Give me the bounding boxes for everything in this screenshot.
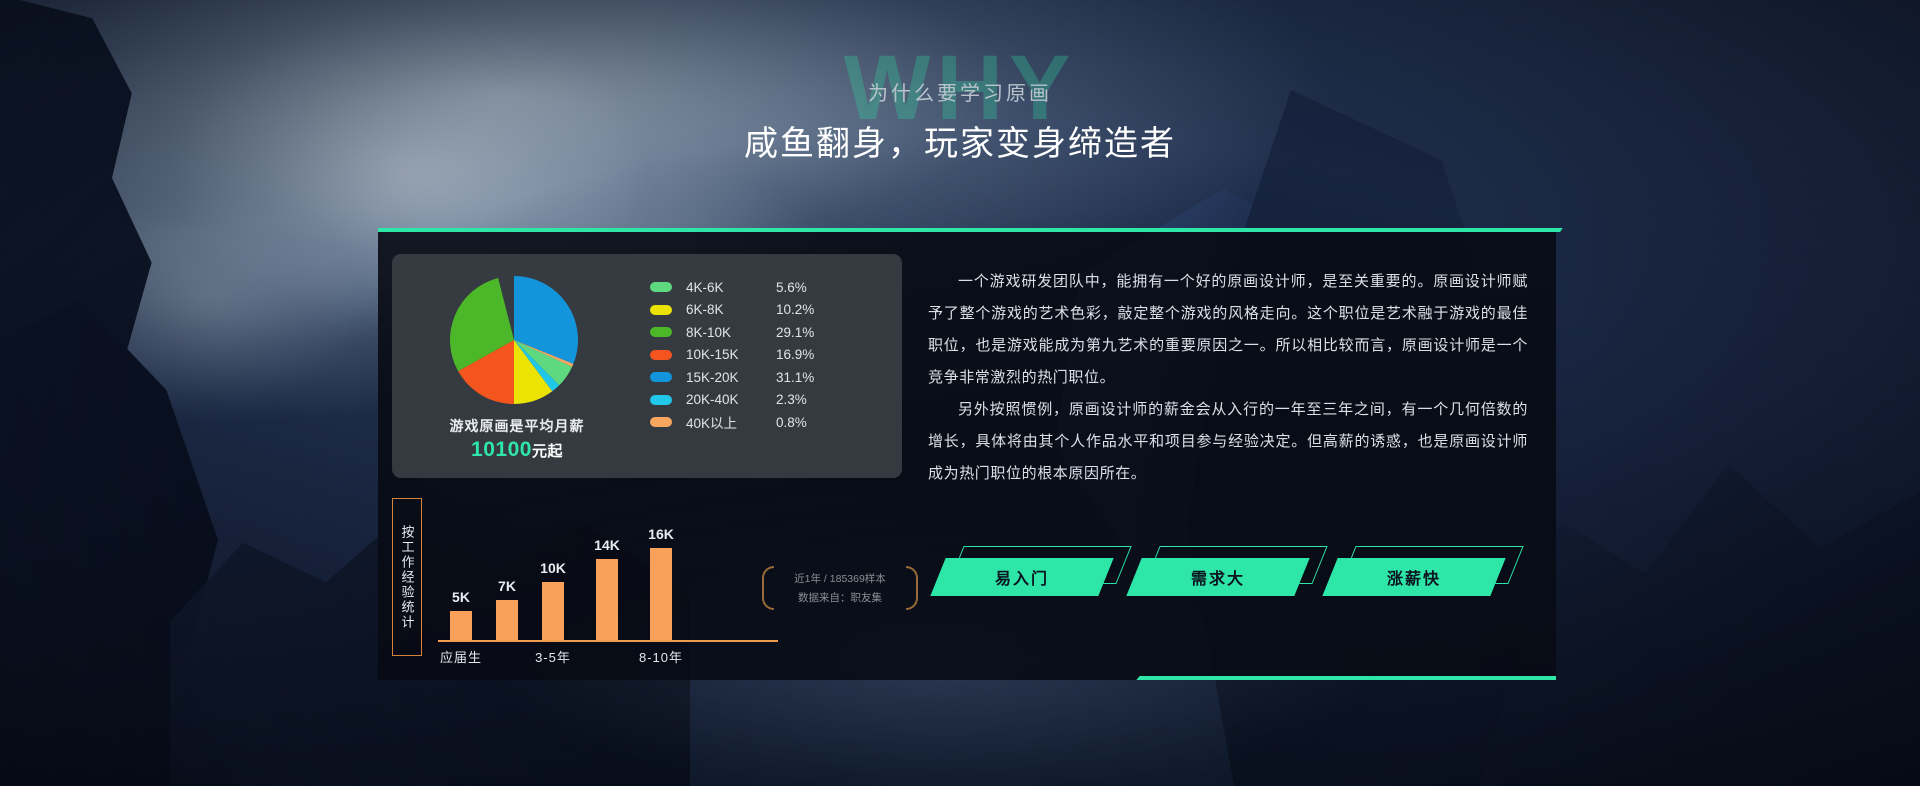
legend-value: 2.3% bbox=[776, 392, 807, 408]
legend-value: 31.1% bbox=[776, 369, 815, 385]
tag-high-demand[interactable]: 需求大 bbox=[1126, 558, 1310, 596]
note-sample-size: 近1年 / 185369样本 bbox=[794, 573, 886, 585]
bar-x-label: 3-5年 bbox=[535, 650, 571, 665]
legend-row: 40K以上 0.8% bbox=[650, 411, 890, 434]
page-title: 咸鱼翻身，玩家变身缔造者 bbox=[744, 125, 1176, 163]
pie-chart bbox=[450, 276, 578, 404]
feature-tags: 易入门 需求大 涨薪快 bbox=[930, 546, 1538, 604]
article-paragraph-1: 一个游戏研发团队中，能拥有一个好的原画设计师，是至关重要的。原画设计师赋予了整个… bbox=[928, 273, 1528, 386]
bar-value-label: 10K bbox=[540, 560, 566, 577]
pie-slice-20K-40K bbox=[514, 340, 560, 392]
bar-value-label: 7K bbox=[498, 577, 516, 594]
pie-slice-10K-15K bbox=[458, 340, 514, 404]
legend-value: 29.1% bbox=[776, 324, 815, 340]
pie-slice-8K-10K bbox=[450, 278, 514, 372]
legend-swatch-icon bbox=[650, 304, 672, 315]
average-salary: 10100元起 bbox=[392, 438, 642, 462]
bar-1-3年 bbox=[496, 599, 518, 640]
legend-row: 6K-8K 10.2% bbox=[650, 299, 890, 322]
pie-slice-40K以上 bbox=[514, 340, 574, 367]
salary-distribution-card: 游戏原画是平均月薪 10100元起 4K-6K 5.6% 6K-8K 10.2% 8K-… bbox=[392, 254, 902, 478]
why-watermark: WHY bbox=[843, 37, 1077, 139]
bar-5-8年 bbox=[596, 559, 618, 640]
pie-slice-4K-6K bbox=[514, 340, 573, 386]
bar-chart-axis bbox=[438, 639, 778, 642]
legend-swatch-icon bbox=[650, 417, 672, 428]
average-salary-number: 10100 bbox=[471, 438, 532, 461]
bar-x-label: 8-10年 bbox=[638, 650, 684, 665]
chart-vertical-label: 按工作经验统计 bbox=[392, 498, 422, 656]
legend-swatch-icon bbox=[650, 394, 672, 405]
panel-accent-line-top-skew bbox=[770, 228, 1563, 232]
legend-value: 16.9% bbox=[776, 347, 815, 363]
legend-swatch-icon bbox=[650, 327, 672, 338]
legend-label: 4K-6K bbox=[686, 279, 724, 295]
tag-easy-entry[interactable]: 易入门 bbox=[930, 558, 1114, 596]
panel-accent-line-bottom-skew bbox=[1136, 676, 1176, 680]
tag-label: 需求大 bbox=[1190, 571, 1245, 588]
pie-slice-6K-8K bbox=[514, 340, 553, 404]
legend-swatch-icon bbox=[650, 282, 672, 293]
note-source: 数据来自：职友集 bbox=[798, 592, 882, 604]
panel-accent-line-top bbox=[378, 228, 778, 232]
legend-label: 40K以上 bbox=[686, 416, 738, 432]
chart-source-note: 近1年 / 185369样本 数据来自：职友集 bbox=[762, 566, 918, 610]
experience-salary-chart: 按工作经验统计 近1年 / 185369样本 数据来自：职友集 5K 7K 10K 1… bbox=[392, 492, 918, 668]
article-text: 一个游戏研发团队中，能拥有一个好的原画设计师，是至关重要的。原画设计师赋予了整个… bbox=[928, 266, 1528, 490]
bracket-left-icon bbox=[762, 566, 774, 610]
legend-value: 0.8% bbox=[776, 414, 807, 430]
bar-应届生 bbox=[450, 611, 472, 640]
bar-value-label: 5K bbox=[452, 589, 470, 606]
legend-label: 15K-20K bbox=[686, 369, 739, 385]
bar-x-label: 应届生 bbox=[439, 650, 482, 665]
section-header: WHY 为什么要学习原画 咸鱼翻身，玩家变身缔造者 bbox=[0, 42, 1920, 165]
legend-swatch-icon bbox=[650, 372, 672, 383]
pie-caption: 游戏原画是平均月薪 bbox=[449, 418, 585, 434]
legend-row: 10K-15K 16.9% bbox=[650, 344, 890, 367]
bar-8-10年 bbox=[650, 547, 672, 640]
article-paragraph-2: 另外按照惯例，原画设计师的薪金会从入行的一年至三年之间，有一个几何倍数的增长，具… bbox=[928, 401, 1528, 482]
bracket-right-icon bbox=[906, 566, 918, 610]
tag-label: 涨薪快 bbox=[1386, 571, 1441, 588]
legend-label: 6K-8K bbox=[686, 302, 724, 318]
section-subtitle: 为什么要学习原画 bbox=[868, 83, 1052, 105]
legend-label: 20K-40K bbox=[686, 392, 739, 408]
bar-3-5年 bbox=[542, 582, 564, 640]
bar-value-label: 16K bbox=[648, 525, 674, 542]
tag-fast-raise[interactable]: 涨薪快 bbox=[1322, 558, 1506, 596]
legend-row: 4K-6K 5.6% bbox=[650, 276, 890, 299]
panel-accent-line-bottom bbox=[1160, 676, 1556, 680]
legend-value: 10.2% bbox=[776, 302, 815, 318]
legend-row: 20K-40K 2.3% bbox=[650, 389, 890, 412]
bar-value-label: 14K bbox=[594, 537, 620, 554]
legend-label: 8K-10K bbox=[686, 324, 732, 340]
tag-label: 易入门 bbox=[994, 571, 1049, 588]
pie-slice-15K-20K bbox=[514, 276, 578, 364]
pie-legend: 4K-6K 5.6% 6K-8K 10.2% 8K-10K 29.1% 10K-15K 16.… bbox=[650, 276, 890, 434]
legend-row: 15K-20K 31.1% bbox=[650, 366, 890, 389]
legend-swatch-icon bbox=[650, 349, 672, 360]
legend-label: 10K-15K bbox=[686, 347, 739, 363]
pie-chart-graphic bbox=[450, 276, 578, 404]
legend-value: 5.6% bbox=[776, 279, 807, 295]
legend-row: 8K-10K 29.1% bbox=[650, 321, 890, 344]
average-salary-unit: 元起 bbox=[531, 443, 563, 460]
